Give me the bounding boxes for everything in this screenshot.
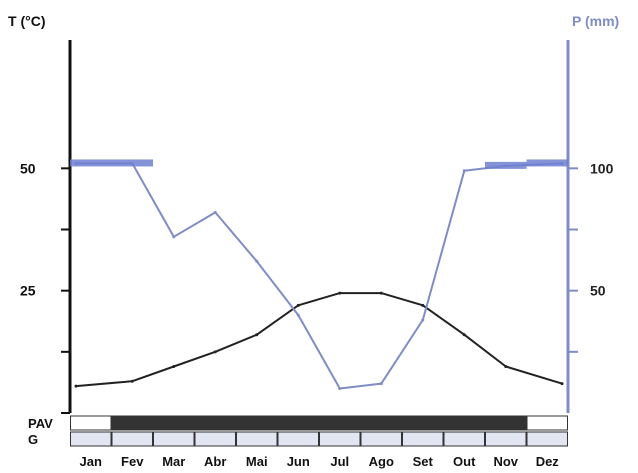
temperature-point-Set — [421, 303, 425, 307]
left-axis-title: T (°C) — [8, 13, 45, 29]
month-label-Jun: Jun — [287, 454, 310, 469]
month-label-Fev: Fev — [121, 454, 144, 469]
temperature-point-Fev — [130, 379, 134, 383]
row-G-cell-Mai — [236, 431, 278, 447]
row-PAV-cell-Abr — [194, 415, 236, 431]
row-PAV-cell-Mai — [236, 415, 278, 431]
row-PAV-cell-Ago — [360, 415, 402, 431]
row-G-cell-Mar — [153, 431, 195, 447]
month-label-Mai: Mai — [246, 454, 268, 469]
row-G-cell-Out — [443, 431, 485, 447]
row-G-cell-Ago — [360, 431, 402, 447]
temperature-point-Ago — [379, 291, 383, 295]
row-PAV-cell-Jul — [319, 415, 361, 431]
temperature-point-Dez — [560, 382, 564, 386]
row-G-cell-Dez — [526, 431, 568, 447]
temperature-point-Jun — [296, 303, 300, 307]
left-tick-label-25: 25 — [20, 283, 36, 299]
precipitation-cap-Jan — [70, 159, 112, 167]
left-tick-label-50: 50 — [20, 160, 36, 176]
precipitation-point-Mai — [255, 259, 259, 263]
precipitation-point-Abr — [213, 210, 217, 214]
precipitation-point-Mar — [172, 235, 176, 239]
row-label-G: G — [28, 432, 38, 447]
month-label-Abr: Abr — [204, 454, 226, 469]
row-PAV-cell-Mar — [153, 415, 195, 431]
precipitation-point-Set — [421, 318, 425, 322]
row-PAV-cell-Jun — [277, 415, 319, 431]
precipitation-point-Jun — [296, 313, 300, 317]
temperature-point-Out — [462, 333, 466, 337]
temperature-point-Abr — [213, 350, 217, 354]
month-label-Jan: Jan — [80, 454, 102, 469]
temperature-point-Mai — [255, 333, 259, 337]
row-G-cell-Jul — [319, 431, 361, 447]
row-G-cell-Abr — [194, 431, 236, 447]
row-G-cell-Jan — [70, 431, 112, 447]
precipitation-point-Out — [462, 169, 466, 173]
row-PAV-cell-Jan — [70, 415, 112, 431]
row-G-cell-Set — [402, 431, 444, 447]
temperature-point-Jul — [338, 291, 342, 295]
month-label-Mar: Mar — [162, 454, 185, 469]
right-tick-label-100: 100 — [590, 160, 614, 176]
month-label-Set: Set — [413, 454, 434, 469]
row-PAV-cell-Set — [402, 415, 444, 431]
month-label-Dez: Dez — [536, 454, 560, 469]
month-label-Out: Out — [453, 454, 476, 469]
row-PAV-cell-Out — [443, 415, 485, 431]
month-label-Nov: Nov — [493, 454, 518, 469]
right-axis-title: P (mm) — [572, 13, 619, 29]
precipitation-cap-Dez — [526, 159, 568, 167]
row-PAV-cell-Nov — [485, 415, 527, 431]
temperature-point-Jan — [74, 384, 78, 388]
right-tick-label-50: 50 — [590, 283, 606, 299]
month-label-Jul: Jul — [330, 454, 349, 469]
row-PAV-cell-Dez — [526, 415, 568, 431]
precipitation-cap-Fev — [111, 159, 153, 167]
temperature-line — [75, 292, 563, 388]
precipitation-point-Ago — [379, 382, 383, 386]
row-G-cell-Fev — [111, 431, 153, 447]
temperature-point-Mar — [172, 365, 176, 369]
row-G-cell-Nov — [485, 431, 527, 447]
precipitation-point-Jul — [338, 387, 342, 391]
row-PAV-cell-Fev — [111, 415, 153, 431]
row-G-cell-Jun — [277, 431, 319, 447]
precipitation-cap-Nov — [485, 161, 527, 169]
precipitation-line — [76, 162, 563, 390]
month-label-Ago: Ago — [369, 454, 394, 469]
temperature-point-Nov — [504, 365, 508, 369]
row-label-PAV: PAV — [28, 416, 53, 431]
